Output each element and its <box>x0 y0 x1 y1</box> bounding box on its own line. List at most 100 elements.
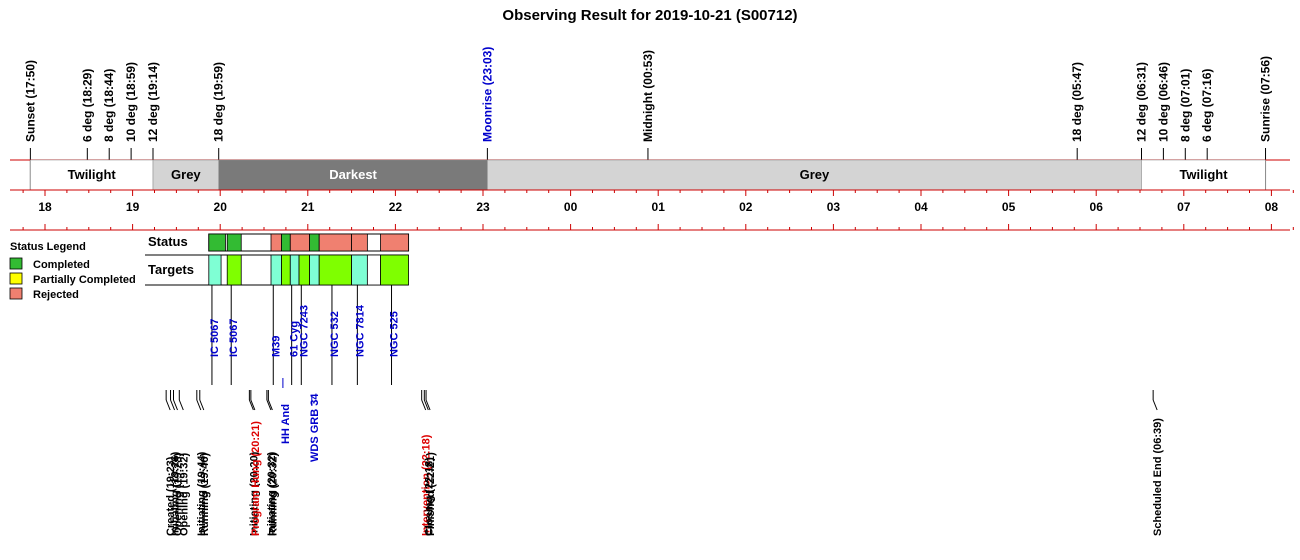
hour-tick-label: 22 <box>389 200 403 214</box>
target-block <box>309 254 320 286</box>
event-label: Program Hung (20:21) <box>250 421 262 536</box>
hour-tick-label: 02 <box>739 200 753 214</box>
target-block <box>298 254 310 286</box>
target-label: 61 Cyg <box>289 321 301 357</box>
twilight-markers: Sunset (17:50) 6 deg (18:29) 8 deg (18:44)… <box>23 47 1273 190</box>
event-leader <box>199 399 205 411</box>
hour-tick-label: 20 <box>214 200 228 214</box>
event-leader <box>423 399 429 411</box>
sky-band-label: Grey <box>171 167 201 182</box>
legend-item-label: Completed <box>33 259 90 271</box>
event-label: Scheduled End (06:39) <box>1152 418 1164 536</box>
sky-band <box>1141 159 1266 191</box>
marker-label: Moonrise (23:03) <box>480 47 494 142</box>
legend-swatch <box>9 257 23 270</box>
event-leader <box>178 399 184 411</box>
event-labels: Created (19:23)Initiating (19:26)Opening… <box>165 390 1164 536</box>
hour-tick-label: 06 <box>1090 200 1104 214</box>
status-row-label: Status <box>148 234 188 249</box>
chart-title: Observing Result for 2019-10-21 (S00712) <box>502 7 797 24</box>
target-label: NGC 532 <box>329 311 341 357</box>
legend-item-label: Rejected <box>33 289 79 301</box>
hour-tick-label: 23 <box>476 200 490 214</box>
marker-label: 6 deg (18:29) <box>80 69 94 142</box>
sky-bands: Twilight Grey Darkest Grey Twilight <box>10 159 1290 191</box>
target-block <box>366 254 381 286</box>
event-label: Initiating (19:44) <box>196 451 208 536</box>
event-label: Created (19:23) <box>165 456 177 536</box>
event-leader <box>165 399 171 411</box>
target-block <box>281 254 291 286</box>
target-block <box>351 254 368 286</box>
hour-tick-label: 21 <box>301 200 315 214</box>
legend-swatch <box>9 272 23 285</box>
marker-label: 10 deg (06:46) <box>1156 62 1170 142</box>
sky-band-label: Twilight <box>68 167 117 182</box>
marker-label: 18 deg (05:47) <box>1070 62 1084 142</box>
target-block <box>270 254 282 286</box>
marker-label: Sunset (17:50) <box>23 60 37 142</box>
marker-label: 10 deg (18:59) <box>124 62 138 142</box>
target-label: IC 5067 <box>228 318 240 357</box>
target-block <box>226 254 242 286</box>
event-label: Opening (19:32) <box>178 453 190 536</box>
marker-label: Midnight (00:53) <box>641 50 655 142</box>
event-label: Closing (22:18) <box>423 457 435 536</box>
event-label: Finished (22:21) <box>425 452 437 536</box>
legend-swatch <box>9 287 23 300</box>
event-leader <box>173 399 178 411</box>
target-block <box>380 254 409 286</box>
marker-label: Sunrise (07:56) <box>1259 56 1273 142</box>
status-legend: Status Legend Completed Partially Complete… <box>9 241 136 301</box>
hour-tick-label: 08 <box>1265 200 1279 214</box>
targets-row-label: Targets <box>148 262 194 277</box>
marker-label: 12 deg (06:31) <box>1134 62 1148 142</box>
target-label: NGC 525 <box>389 311 401 357</box>
legend-item-label: Partially Completed <box>33 274 136 286</box>
marker-label: 6 deg (07:16) <box>1200 69 1214 142</box>
event-label: Intervention (22:18) <box>421 434 433 536</box>
event-label: Initiating (20:32) <box>266 451 278 536</box>
hour-tick-label: 03 <box>827 200 841 214</box>
hour-tick-label: 07 <box>1177 200 1191 214</box>
status-block <box>289 233 310 252</box>
hour-tick-label: 01 <box>652 200 666 214</box>
event-leader <box>250 399 256 411</box>
marker-label: 8 deg (07:01) <box>1178 69 1192 142</box>
sky-band <box>487 159 1142 191</box>
hour-tick-label: 05 <box>1002 200 1016 214</box>
sky-band-label: Twilight <box>1179 167 1228 182</box>
target-block <box>318 254 352 286</box>
target-label: HH And <box>280 404 292 444</box>
marker-label: 12 deg (19:14) <box>146 62 160 142</box>
event-leader <box>421 399 427 411</box>
target-block <box>289 254 300 286</box>
target-label: IC 5067 <box>209 318 221 357</box>
event-leader <box>266 399 272 411</box>
target-label: NGC 7814 <box>354 304 366 357</box>
legend-title: Status Legend <box>10 241 86 253</box>
marker-label: 8 deg (18:44) <box>102 69 116 142</box>
sky-band-label: Grey <box>800 167 830 182</box>
hour-tick-label: 00 <box>564 200 578 214</box>
status-block <box>351 233 368 252</box>
sky-band <box>30 159 154 191</box>
status-block <box>309 233 320 252</box>
event-leader <box>248 399 254 411</box>
status-block <box>380 233 409 252</box>
status-target-rows: Status Targets <box>145 233 410 286</box>
target-label: M39 <box>270 336 282 357</box>
event-leader <box>267 399 273 411</box>
event-label: Initiating (20:20) <box>248 451 260 536</box>
status-block <box>281 233 291 252</box>
hour-axis: 18 19 20 21 22 23 00 01 02 03 04 05 06 07 08 <box>10 189 1294 231</box>
event-label: Opening (19:28) <box>173 453 185 536</box>
event-leader <box>1152 399 1158 411</box>
status-block <box>318 233 352 252</box>
hour-tick-label: 19 <box>126 200 140 214</box>
event-leader <box>196 399 202 411</box>
event-label: Initiating (19:26) <box>170 451 182 536</box>
target-label: WDS GRB 34 <box>309 393 321 462</box>
event-leader <box>170 399 175 411</box>
hour-tick-label: 18 <box>38 200 52 214</box>
